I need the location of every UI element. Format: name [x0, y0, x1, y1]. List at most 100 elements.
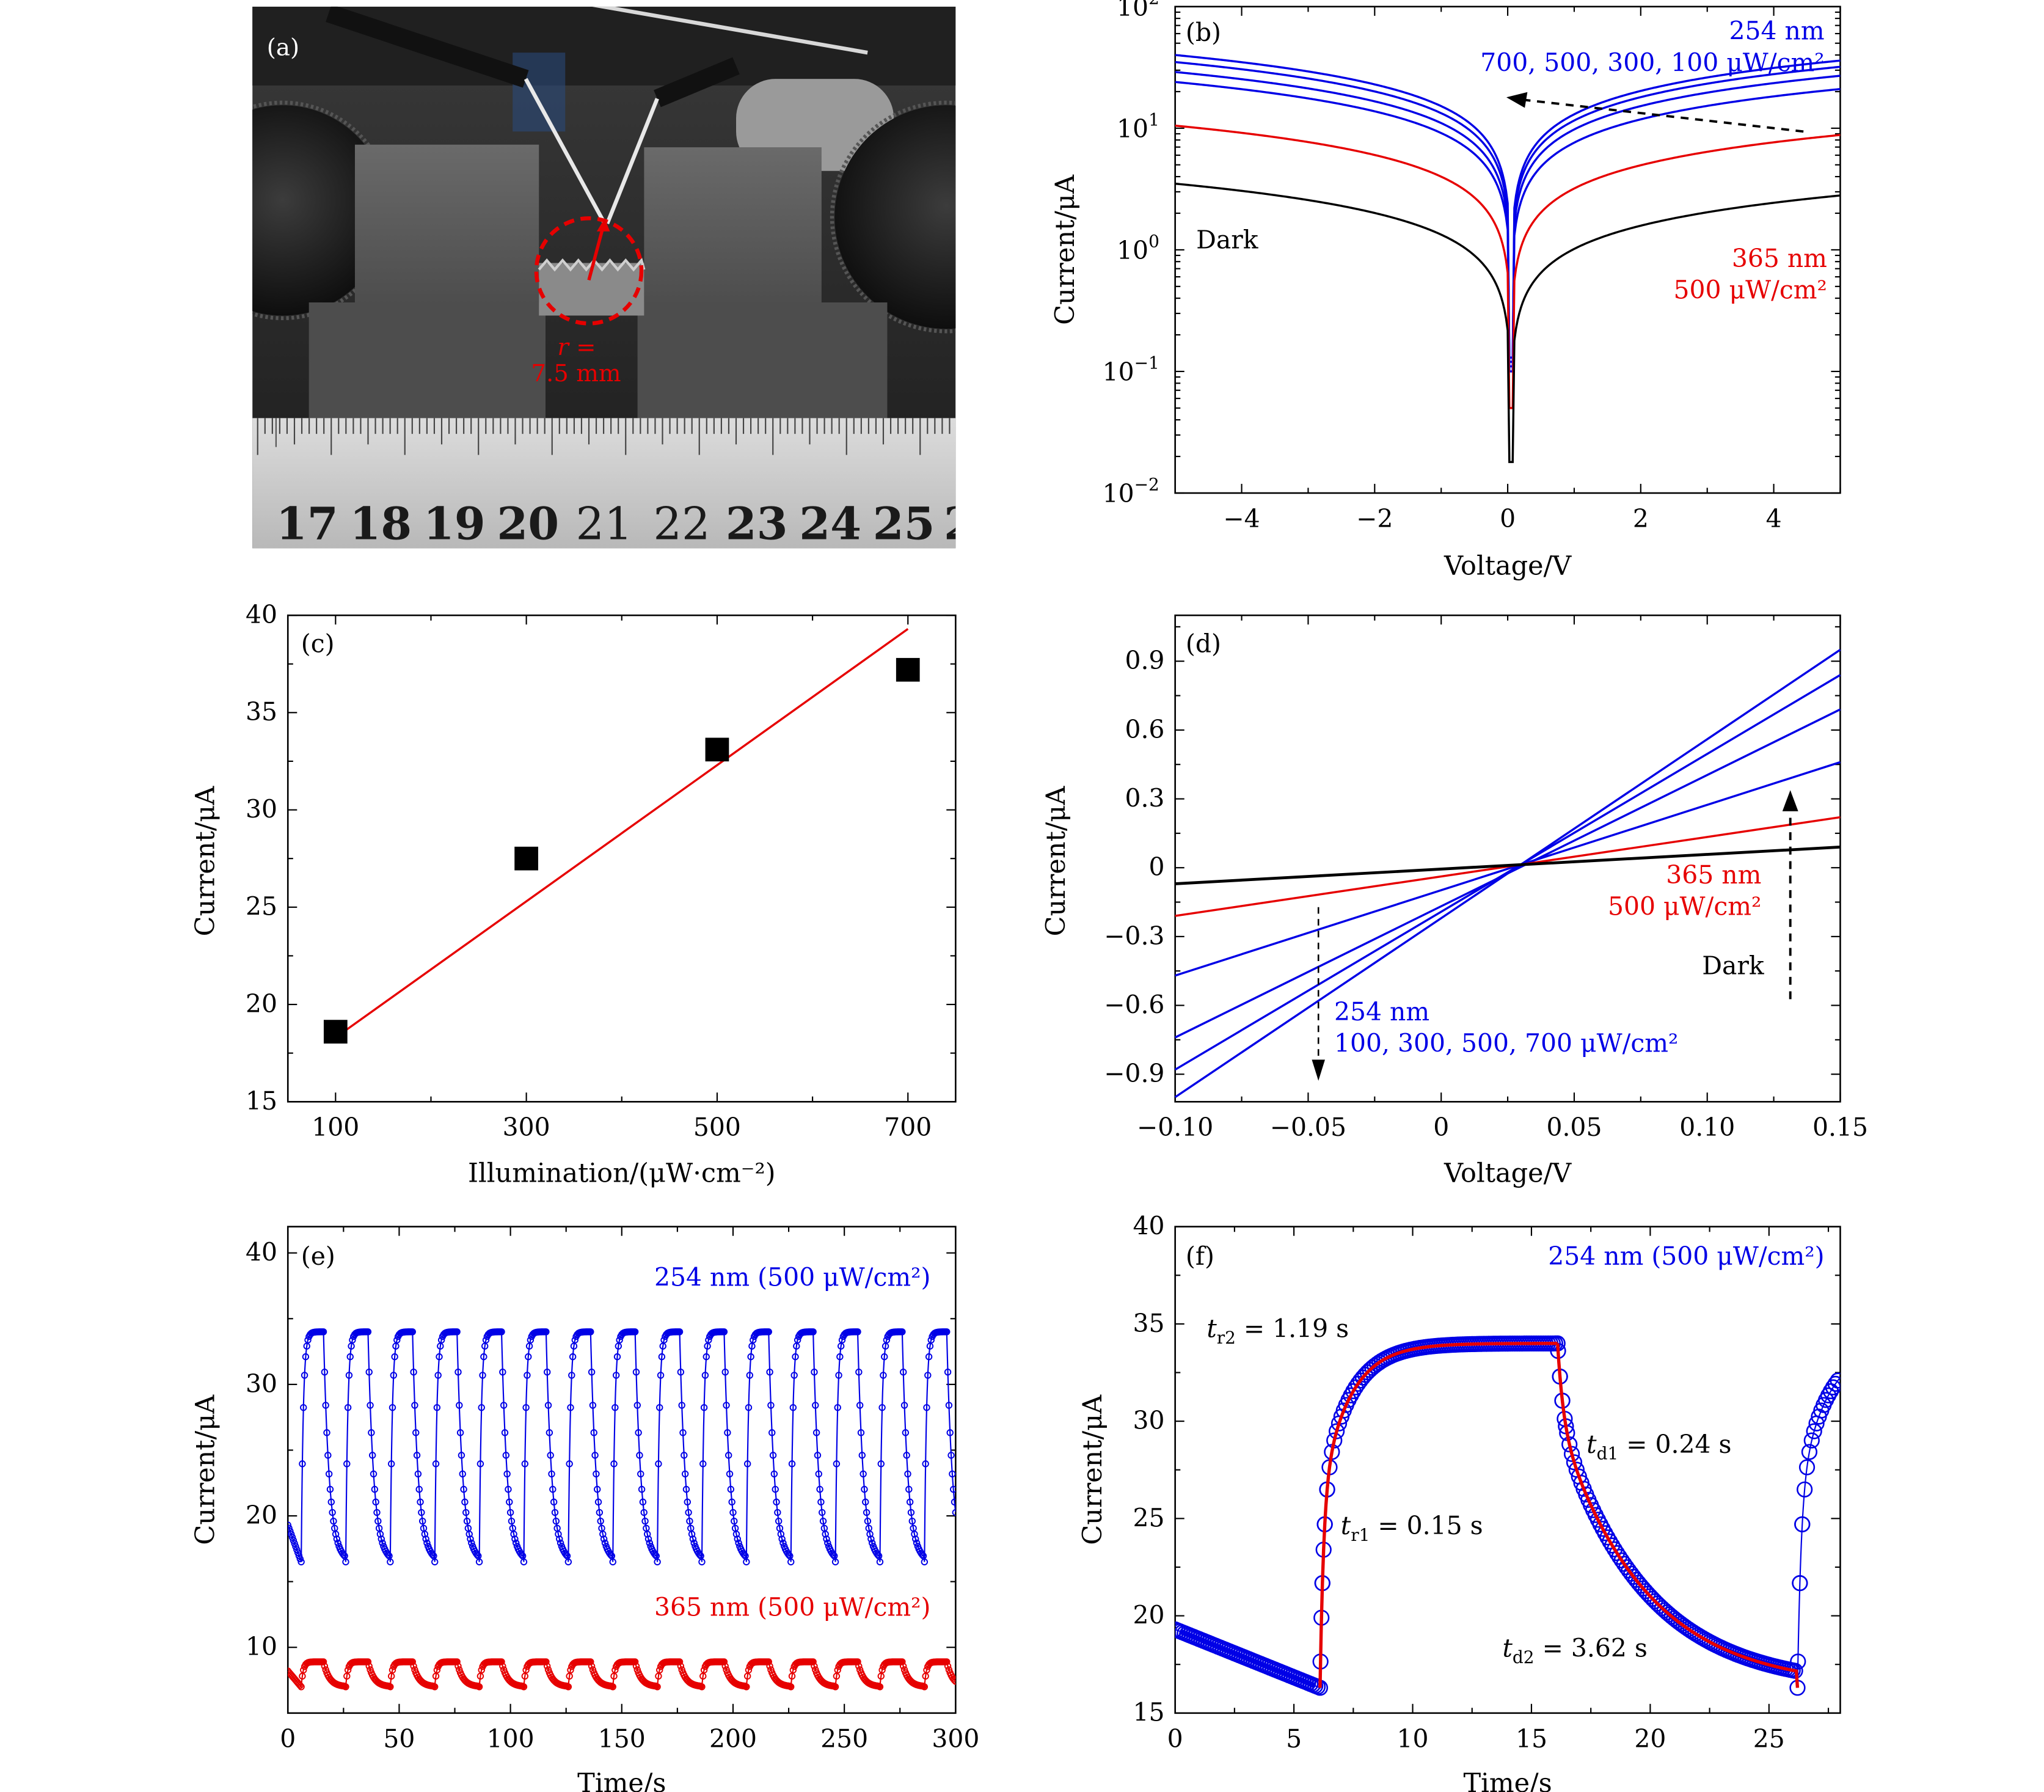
x-tick-label: 25 — [1753, 1724, 1785, 1754]
x-tick-label: 200 — [709, 1724, 757, 1754]
ruler-number: 23 — [726, 497, 788, 550]
e-ylabel: Current/μA — [191, 1394, 221, 1545]
c-fit-line — [335, 627, 909, 1039]
e-marker — [831, 1683, 839, 1691]
e-marker — [551, 1509, 559, 1516]
y-tick-label: 101 — [1117, 110, 1159, 144]
e-marker — [544, 1662, 551, 1670]
x-tick-label: −0.05 — [1270, 1113, 1346, 1142]
e-marker — [549, 1485, 557, 1493]
e-marker — [340, 1551, 348, 1559]
x-tick-label: −0.10 — [1137, 1113, 1213, 1142]
e-marker — [880, 1372, 887, 1379]
e-marker — [905, 1485, 913, 1493]
e-marker — [701, 1372, 709, 1379]
e-marker — [721, 1662, 729, 1670]
e-marker — [600, 1535, 608, 1543]
e-marker — [944, 1662, 952, 1670]
f-marker — [1343, 1387, 1359, 1404]
f-marker — [1599, 1529, 1616, 1546]
f-marker — [1806, 1423, 1822, 1439]
e-marker — [418, 1509, 425, 1516]
d-xlabel: Voltage/V — [1444, 1158, 1572, 1189]
e-marker — [410, 1662, 417, 1670]
e-marker — [787, 1683, 795, 1691]
x-tick-label: 4 — [1766, 504, 1782, 533]
e-marker — [676, 1658, 684, 1666]
e-marker — [682, 1485, 690, 1493]
c-data-point — [514, 846, 538, 871]
e-marker — [557, 1539, 564, 1547]
e-marker — [681, 1470, 689, 1478]
e-marker — [423, 1539, 431, 1547]
f-marker — [1797, 1481, 1813, 1498]
panel-a-label: (a) — [267, 34, 299, 61]
e-marker — [333, 1535, 341, 1543]
e-marker — [611, 1404, 619, 1411]
y-tick-label: 10 — [246, 1632, 277, 1661]
e-marker — [792, 1353, 799, 1361]
f-marker — [1328, 1423, 1345, 1439]
e-marker — [949, 1675, 956, 1683]
f-marker — [1820, 1387, 1837, 1404]
e-marker — [513, 1539, 520, 1547]
e-marker — [657, 1372, 665, 1379]
e-marker — [564, 1558, 572, 1566]
e-marker — [391, 1353, 398, 1361]
e-marker — [506, 1509, 514, 1516]
e-marker — [731, 1517, 738, 1525]
e-marker — [299, 1460, 306, 1468]
e-marker — [720, 1328, 728, 1336]
e-marker — [855, 1368, 863, 1376]
e-marker — [812, 1429, 820, 1436]
e-marker — [686, 1517, 693, 1525]
e-marker — [546, 1429, 553, 1436]
e-marker — [831, 1558, 839, 1566]
e-marker — [817, 1498, 825, 1506]
f-fit-rise — [1318, 1342, 1558, 1688]
e-marker — [613, 1353, 621, 1361]
e-marker — [542, 1328, 550, 1336]
e-marker — [746, 1372, 753, 1379]
e-marker — [343, 1460, 351, 1468]
e-marker — [768, 1429, 776, 1436]
e-marker — [874, 1551, 881, 1559]
e-marker — [508, 1517, 516, 1525]
panel-c-label: (c) — [301, 629, 335, 658]
ruler-number: 18 — [349, 497, 412, 550]
f-marker — [1792, 1575, 1808, 1592]
f-marker — [1790, 1653, 1806, 1670]
e-marker — [378, 1535, 385, 1543]
e-marker — [322, 1402, 329, 1409]
y-tick-label: 40 — [1133, 1212, 1164, 1241]
e-marker — [949, 1485, 956, 1493]
e-marker — [498, 1658, 505, 1666]
f-fit-decay — [1556, 1343, 1800, 1688]
y-tick-label: 35 — [1133, 1309, 1164, 1338]
e-marker — [631, 1328, 639, 1336]
e-marker — [656, 1404, 663, 1411]
x-tick-label: 5 — [1286, 1724, 1302, 1754]
e-marker — [389, 1404, 396, 1411]
y-tick-label: 25 — [1133, 1503, 1164, 1532]
e-marker — [609, 1558, 616, 1566]
b-series-line-4 — [1175, 124, 1841, 409]
e-marker — [641, 1517, 649, 1525]
e-marker — [685, 1509, 692, 1516]
e-marker — [814, 1452, 822, 1459]
panel-d-chart: −0.10 −0.05 0 0.05 0.10 0.15 −0.9 −0.6 −0.3 0 0.3 0… — [1041, 614, 1868, 1189]
x-tick-label: 150 — [598, 1724, 646, 1754]
e-marker — [409, 1328, 416, 1336]
e-marker — [921, 1683, 929, 1691]
e-marker — [866, 1531, 874, 1538]
e-marker — [766, 1368, 773, 1376]
e-marker — [301, 1372, 308, 1379]
e-marker — [475, 1558, 483, 1566]
e-marker — [727, 1485, 735, 1493]
y-tick-label: −0.6 — [1104, 990, 1164, 1019]
e-marker — [325, 1470, 333, 1478]
e-marker — [292, 1543, 299, 1550]
e-marker — [732, 1531, 740, 1538]
f-annotation-td1: td1 = 0.24 s — [1586, 1430, 1731, 1464]
